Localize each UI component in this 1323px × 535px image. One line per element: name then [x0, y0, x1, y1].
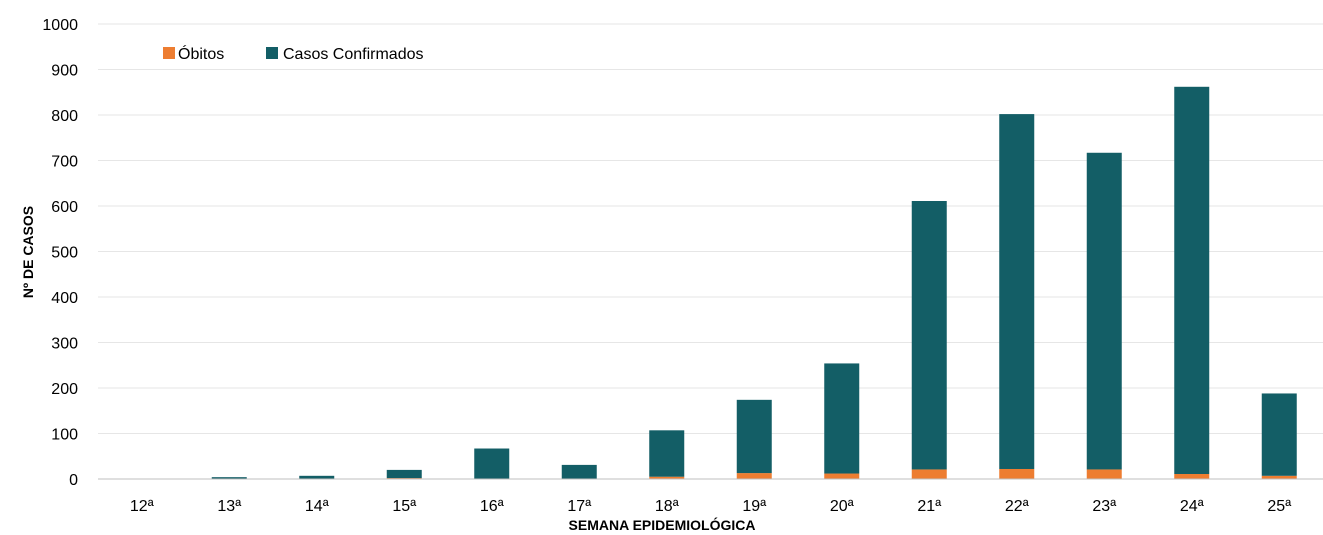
x-tick-label: 16ª	[480, 498, 504, 515]
x-tick-label: 13ª	[217, 498, 241, 515]
bar-obitos	[1261, 475, 1297, 479]
bar-casos-confirmados	[649, 430, 685, 477]
y-tick-label: 800	[51, 108, 78, 125]
bar-casos-confirmados	[999, 114, 1035, 469]
legend-label-obitos: Óbitos	[178, 44, 224, 63]
bar-obitos	[736, 473, 772, 479]
x-axis-ticks: 12ª 13ª 14ª 15ª 16ª 17ª 18ª 19ª 20ª 21ª 22ª 23ª 24ª 2…	[130, 498, 1291, 515]
y-tick-label: 0	[69, 472, 78, 489]
bar-obitos	[999, 468, 1035, 479]
bar-obitos	[911, 469, 947, 479]
y-axis-title: Nº DE CASOS	[20, 206, 36, 298]
y-tick-label: 300	[51, 336, 78, 353]
y-tick-label: 700	[51, 154, 78, 171]
bar-casos-confirmados	[824, 363, 860, 474]
x-tick-label: 22ª	[1005, 498, 1029, 515]
bar-casos-confirmados	[211, 477, 247, 479]
x-tick-label: 18ª	[655, 498, 679, 515]
x-tick-label: 23ª	[1092, 498, 1116, 515]
y-axis-ticks: 0 100 200 300 400 500 600 700 800 900 1000	[42, 17, 78, 489]
x-tick-label: 14ª	[305, 498, 329, 515]
x-tick-label: 21ª	[917, 498, 941, 515]
y-tick-label: 200	[51, 381, 78, 398]
bar-obitos	[1086, 469, 1122, 479]
x-tick-label: 12ª	[130, 498, 154, 515]
y-tick-label: 400	[51, 290, 78, 307]
bars	[124, 86, 1297, 479]
bar-obitos	[649, 476, 685, 479]
x-tick-label: 15ª	[392, 498, 416, 515]
y-tick-label: 900	[51, 63, 78, 80]
x-axis-title: SEMANA EPIDEMIOLÓGICA	[569, 516, 756, 533]
y-tick-label: 1000	[42, 17, 78, 34]
x-tick-label: 24ª	[1180, 498, 1204, 515]
bar-casos-confirmados	[299, 475, 335, 479]
legend-swatch-casos-confirmados	[266, 47, 278, 59]
x-tick-label: 20ª	[830, 498, 854, 515]
y-tick-label: 600	[51, 199, 78, 216]
bar-casos-confirmados	[1174, 86, 1210, 474]
x-tick-label: 25ª	[1267, 498, 1291, 515]
bar-casos-confirmados	[911, 200, 947, 470]
x-tick-label: 17ª	[567, 498, 591, 515]
y-tick-label: 100	[51, 427, 78, 444]
legend-label-casos-confirmados: Casos Confirmados	[283, 46, 424, 63]
bar-casos-confirmados	[1261, 393, 1297, 476]
bar-obitos	[1174, 473, 1210, 479]
y-tick-label: 500	[51, 245, 78, 262]
gridlines	[98, 23, 1323, 434]
bar-obitos	[824, 473, 860, 479]
legend: Óbitos Casos Confirmados	[163, 44, 424, 63]
bar-casos-confirmados	[561, 464, 597, 479]
bar-casos-confirmados	[1086, 152, 1122, 470]
bar-casos-confirmados	[474, 448, 510, 479]
bar-casos-confirmados	[386, 469, 422, 479]
bar-casos-confirmados	[736, 399, 772, 474]
legend-swatch-obitos	[163, 47, 175, 59]
x-tick-label: 19ª	[742, 498, 766, 515]
